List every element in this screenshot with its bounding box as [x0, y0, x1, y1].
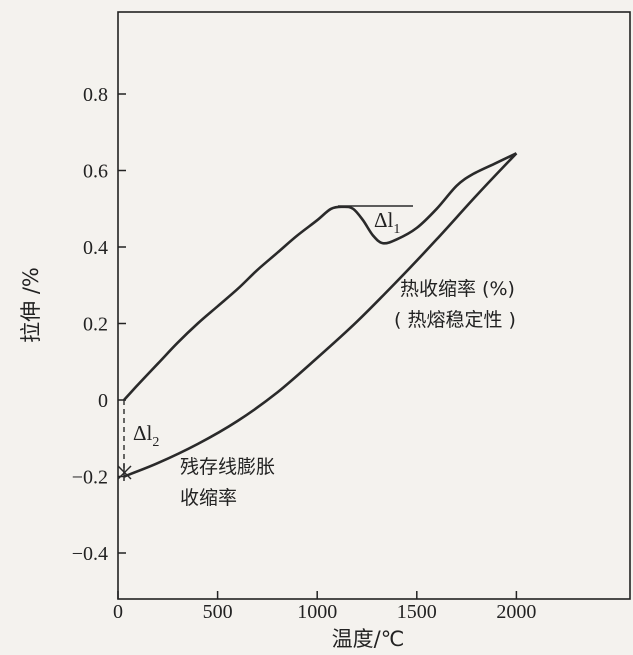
- shrinkage-label-line1: 热收缩率 (%): [400, 278, 515, 300]
- y-axis-title: 拉伸 /%: [19, 267, 43, 343]
- x-tick-label: 2000: [496, 601, 536, 623]
- y-tick-label: 0.6: [83, 161, 108, 183]
- heating-curve: [123, 152, 517, 401]
- residual-label-line1: 残存线膨胀: [180, 456, 275, 478]
- y-tick-label: 0.4: [83, 237, 108, 259]
- y-tick-label: −0.2: [72, 467, 108, 489]
- shrinkage-label-line2: ( 热熔稳定性 ): [394, 309, 516, 331]
- residual-label-line2: 收缩率: [180, 487, 237, 509]
- x-tick-label: 1000: [297, 601, 337, 623]
- x-tick-label: 500: [203, 601, 233, 623]
- y-axis: 0.8 0.6 0.4 0.2 0 −0.2 −0.4: [72, 84, 126, 565]
- y-tick-label: 0.8: [83, 84, 108, 106]
- plot-frame: [117, 11, 631, 600]
- y-tick-label: 0: [98, 390, 108, 412]
- residual-cross-marker: [117, 464, 132, 481]
- x-tick-label: 1500: [397, 601, 437, 623]
- delta-l2-label: Δl2: [133, 421, 159, 450]
- y-tick-label: 0.2: [83, 314, 108, 336]
- x-axis: 0 500 1000 1500 2000: [113, 591, 536, 623]
- y-tick-label: −0.4: [72, 543, 108, 565]
- delta-l1-label: Δl1: [374, 208, 400, 237]
- x-axis-title: 温度/℃: [332, 627, 405, 651]
- x-tick-label: 0: [113, 601, 123, 623]
- cooling-curve: [123, 152, 518, 478]
